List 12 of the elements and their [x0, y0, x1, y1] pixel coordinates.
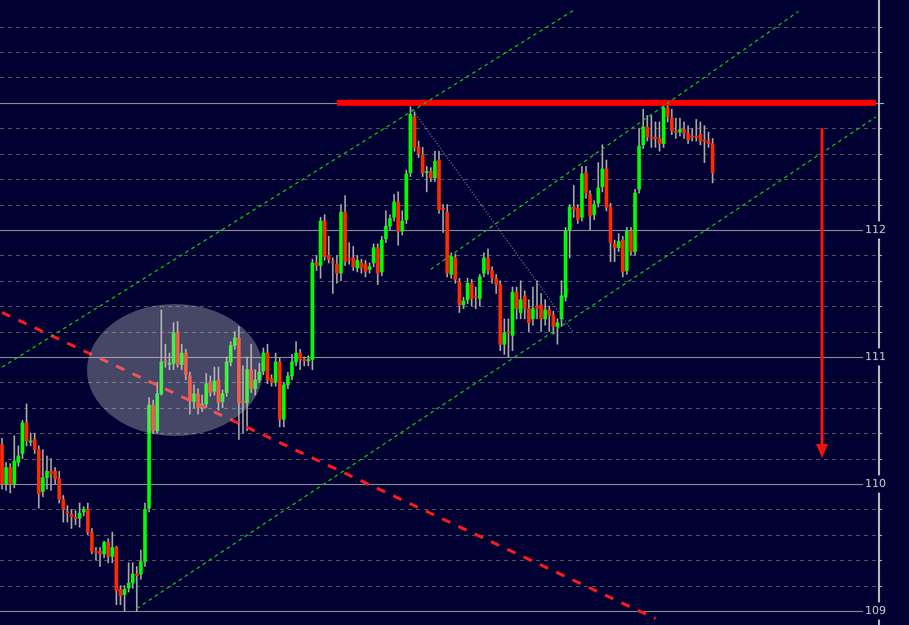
candlestick — [702, 125, 706, 163]
y-tick-label: 110 — [865, 476, 886, 490]
candlestick — [678, 118, 682, 136]
candlestick — [654, 122, 658, 148]
candlestick — [74, 510, 78, 525]
candlestick — [70, 509, 74, 529]
candlestick — [98, 547, 102, 567]
candlestick — [314, 255, 318, 271]
y-tick-label: 111 — [865, 350, 886, 363]
candlestick — [658, 122, 662, 152]
y-tick-label: 109 — [865, 604, 886, 617]
y-tick-label: 112 — [865, 222, 886, 236]
